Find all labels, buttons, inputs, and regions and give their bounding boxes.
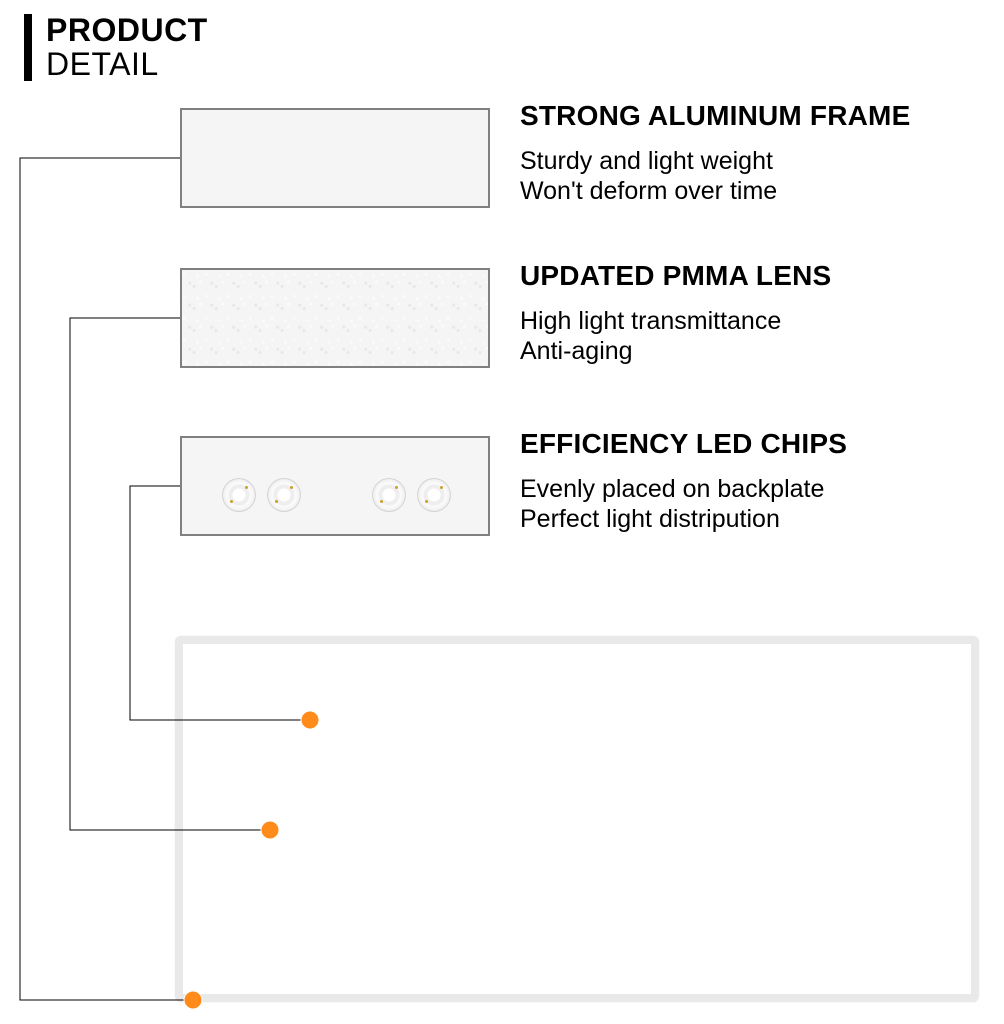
thumb-aluminum-frame xyxy=(180,108,490,208)
feature-title: STRONG ALUMINUM FRAME xyxy=(520,100,1000,132)
feature-desc-line: Evenly placed on backplate xyxy=(520,475,824,503)
thumb-pmma-lens xyxy=(180,268,490,368)
header-bold: PRODUCT xyxy=(46,14,208,48)
feature-desc-line: Anti-aging xyxy=(520,337,633,365)
thumb-led-chips xyxy=(180,436,490,536)
feature-text: EFFICIENCY LED CHIPS Evenly placed on ba… xyxy=(520,428,1000,534)
feature-desc: High light transmittance Anti-aging xyxy=(520,306,1000,366)
product-panel xyxy=(175,636,979,1002)
feature-text: STRONG ALUMINUM FRAME Sturdy and light w… xyxy=(520,100,1000,206)
feature-desc-line: High light transmittance xyxy=(520,307,781,335)
section-header: PRODUCT DETAIL xyxy=(24,14,208,81)
feature-desc-line: Sturdy and light weight xyxy=(520,147,773,175)
feature-title: UPDATED PMMA LENS xyxy=(520,260,1000,292)
feature-pmma-lens: UPDATED PMMA LENS High light transmittan… xyxy=(180,268,490,368)
feature-desc: Sturdy and light weight Won't deform ove… xyxy=(520,146,1000,206)
feature-text: UPDATED PMMA LENS High light transmittan… xyxy=(520,260,1000,366)
feature-desc: Evenly placed on backplate Perfect light… xyxy=(520,474,1000,534)
feature-desc-line: Won't deform over time xyxy=(520,177,777,205)
feature-desc-line: Perfect light distripution xyxy=(520,505,780,533)
feature-title: EFFICIENCY LED CHIPS xyxy=(520,428,1000,460)
feature-aluminum-frame: STRONG ALUMINUM FRAME Sturdy and light w… xyxy=(180,108,490,208)
header-light: DETAIL xyxy=(46,48,208,82)
feature-led-chips: EFFICIENCY LED CHIPS Evenly placed on ba… xyxy=(180,436,490,536)
